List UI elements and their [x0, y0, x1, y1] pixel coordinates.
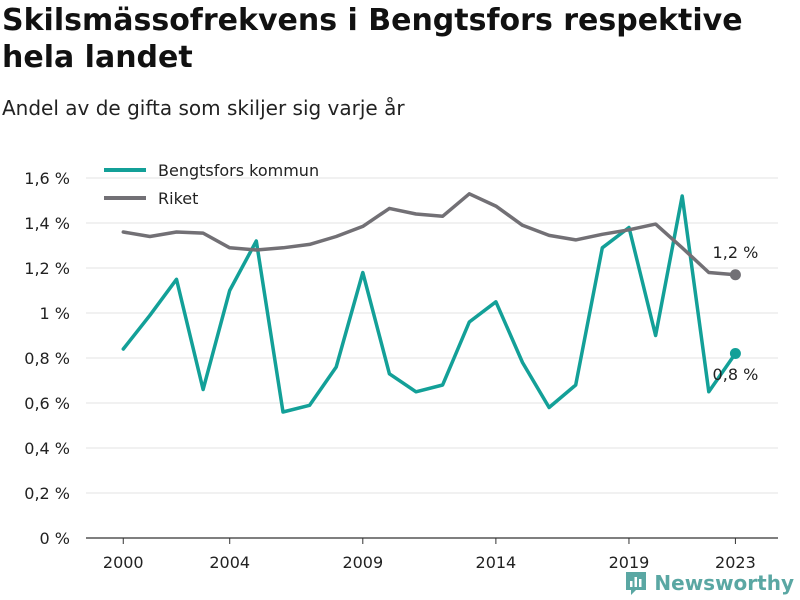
series-line [121, 192, 738, 277]
y-tick-label: 0,4 % [24, 439, 70, 458]
chart-subtitle: Andel av de gifta som skiljer sig varje … [2, 96, 405, 120]
brand: Newsworthy [624, 570, 794, 596]
y-tick-label: 1 % [40, 304, 70, 323]
axis-labels: 0 % 0,2 % 0,4 % 0,6 % 0,8 % 1 % 1,2 % 1,4 % 1,6 … [24, 169, 756, 572]
legend-entry: Riket [158, 189, 198, 208]
x-tick-label: 2004 [209, 553, 250, 572]
end-value-label: 1,2 % [713, 243, 759, 262]
legend: Bengtsfors kommun Riket [104, 161, 319, 208]
series-end-point [729, 348, 741, 359]
series-end-point [729, 269, 741, 281]
newsworthy-logo-icon [626, 572, 647, 595]
y-tick-label: 1,2 % [24, 259, 70, 278]
brand-name: Newsworthy [654, 571, 794, 595]
x-tick-label: 2009 [342, 553, 383, 572]
x-tick-label: 2023 [715, 553, 756, 572]
end-labels: 0,8 % 1,2 % [713, 243, 759, 384]
series-lines [121, 192, 741, 414]
y-tick-label: 0,6 % [24, 394, 70, 413]
chart-title: Skilsmässofrekvens i Bengtsfors respekti… [2, 3, 743, 75]
series-line [121, 194, 738, 414]
y-tick-label: 0,2 % [24, 484, 70, 503]
x-tick-label: 2000 [103, 553, 144, 572]
grid-lines [86, 177, 778, 539]
x-tick-label: 2019 [609, 553, 650, 572]
y-tick-label: 0,8 % [24, 349, 70, 368]
x-tick-label: 2014 [476, 553, 517, 572]
y-tick-label: 1,6 % [24, 169, 70, 188]
y-tick-label: 0 % [40, 529, 70, 548]
legend-entry: Bengtsfors kommun [158, 161, 319, 180]
end-value-label: 0,8 % [713, 365, 759, 384]
y-tick-label: 1,4 % [24, 214, 70, 233]
